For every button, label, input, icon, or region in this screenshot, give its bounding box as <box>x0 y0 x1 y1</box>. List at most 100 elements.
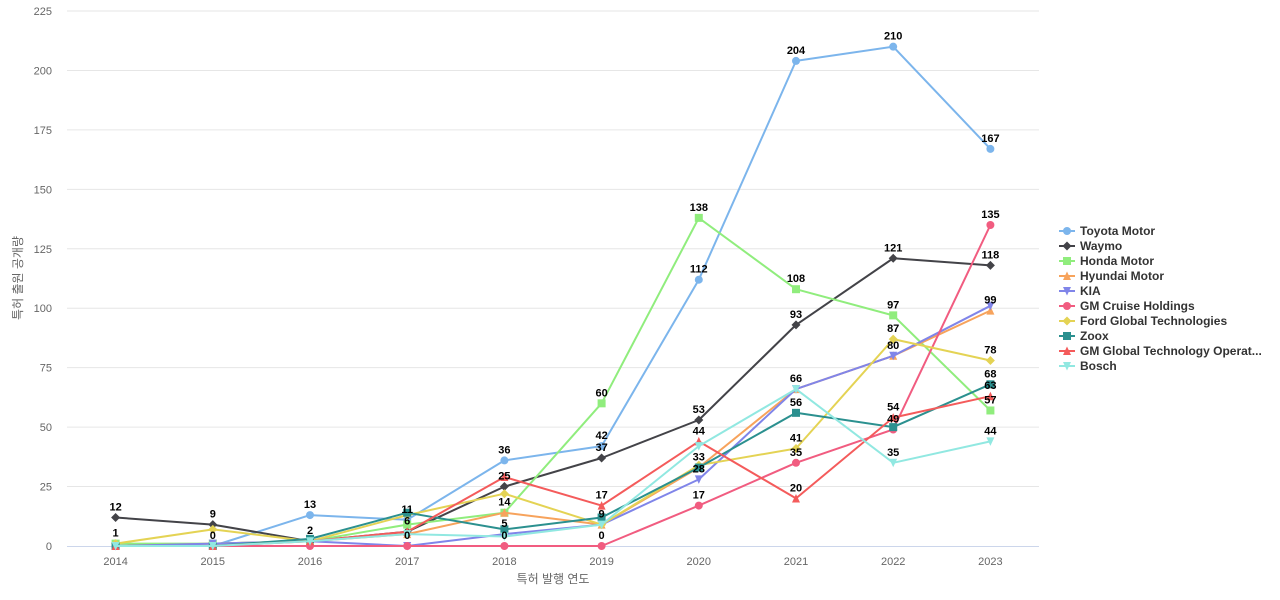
legend-marker <box>1062 316 1072 326</box>
y-tick-label: 100 <box>34 303 52 315</box>
data-label: 17 <box>595 490 607 502</box>
legend-item[interactable]: Honda Motor <box>1059 254 1154 268</box>
data-label: 33 <box>693 452 705 464</box>
data-label: 93 <box>790 309 802 321</box>
data-label: 60 <box>595 387 607 399</box>
legend-label: Hyundai Motor <box>1080 269 1164 283</box>
x-tick-label: 2019 <box>589 556 613 568</box>
series-9 <box>111 391 995 550</box>
legend-marker <box>1063 302 1071 310</box>
data-label: 121 <box>884 242 902 254</box>
data-point <box>694 213 703 222</box>
data-point <box>986 221 995 229</box>
series-line <box>114 257 992 543</box>
data-label: 12 <box>109 501 121 513</box>
data-point <box>306 511 314 520</box>
data-point <box>500 542 509 550</box>
x-tick-label: 2014 <box>103 556 127 568</box>
data-label: 80 <box>887 340 899 352</box>
legend-label: Zoox <box>1080 329 1109 343</box>
data-label: 138 <box>690 202 708 214</box>
data-label: 11 <box>401 504 413 516</box>
series-10 <box>111 385 995 551</box>
data-label: 35 <box>887 447 899 459</box>
data-point <box>792 56 800 65</box>
legend-label: Bosch <box>1080 359 1117 373</box>
data-point <box>986 380 995 389</box>
data-label: 20 <box>790 482 802 494</box>
series-4 <box>111 306 995 550</box>
data-point <box>888 334 898 344</box>
y-tick-label: 175 <box>34 125 52 137</box>
legend-item[interactable]: Toyota Motor <box>1059 224 1155 238</box>
legend-item[interactable]: Hyundai Motor <box>1059 269 1164 283</box>
data-label: 108 <box>787 273 805 285</box>
y-tick-label: 225 <box>34 6 52 18</box>
data-label: 28 <box>693 463 705 475</box>
data-label: 66 <box>790 373 802 385</box>
data-point <box>791 320 801 330</box>
data-point <box>306 537 314 546</box>
y-axis-ticks: 0 25 50 75 100 125 150 175 200 225 <box>34 6 52 553</box>
legend-label: Honda Motor <box>1080 254 1154 268</box>
y-tick-label: 125 <box>34 244 52 256</box>
data-point <box>597 442 606 451</box>
data-point <box>597 542 606 550</box>
x-tick-label: 2022 <box>881 556 905 568</box>
data-point <box>985 260 995 270</box>
legend-marker <box>1063 346 1071 355</box>
data-point <box>889 351 898 361</box>
data-point <box>986 144 995 153</box>
legend-marker <box>1063 332 1071 340</box>
data-label: 135 <box>981 209 999 221</box>
series-line <box>114 224 992 547</box>
legend-item[interactable]: KIA <box>1059 284 1101 298</box>
data-point <box>500 532 509 541</box>
data-point <box>986 406 995 415</box>
legend-label: Toyota Motor <box>1080 224 1155 238</box>
data-point <box>986 301 995 311</box>
data-point <box>694 442 703 451</box>
legend-item[interactable]: Ford Global Technologies <box>1059 314 1227 328</box>
legend-marker <box>1063 227 1071 235</box>
data-point <box>791 444 801 454</box>
legend-item[interactable]: Bosch <box>1059 359 1117 373</box>
data-point <box>500 525 509 534</box>
data-point <box>694 501 703 510</box>
data-label: 210 <box>884 31 902 43</box>
legend-item[interactable]: GM Global Technology Operat... <box>1059 344 1262 358</box>
data-label: 87 <box>887 323 899 335</box>
data-label: 44 <box>693 425 706 437</box>
x-tick-label: 2018 <box>492 556 516 568</box>
data-point <box>888 253 898 263</box>
data-point <box>889 458 898 468</box>
data-label: 1 <box>113 528 119 540</box>
series-line <box>114 309 992 547</box>
data-label: 35 <box>790 447 802 459</box>
legend-marker <box>1062 241 1072 251</box>
legend-item[interactable]: Waymo <box>1059 239 1122 253</box>
data-point <box>694 275 703 284</box>
data-label: 0 <box>404 530 410 542</box>
data-point <box>500 456 509 465</box>
data-label: 56 <box>790 397 802 409</box>
data-point <box>597 513 606 522</box>
series-5 <box>111 301 995 551</box>
series-lines <box>111 42 995 551</box>
legend-label: Ford Global Technologies <box>1080 314 1227 328</box>
y-tick-label: 50 <box>40 422 52 434</box>
series-8 <box>111 380 995 550</box>
data-point <box>986 306 995 315</box>
legend-item[interactable]: Zoox <box>1059 329 1109 343</box>
series-line <box>114 216 992 545</box>
data-point <box>208 524 218 534</box>
data-point <box>499 489 509 499</box>
data-point <box>889 311 898 320</box>
data-label: 41 <box>790 433 802 445</box>
data-label: 68 <box>984 368 996 380</box>
x-axis-title: 특허 발행 연도 <box>517 571 590 586</box>
series-6 <box>111 221 995 550</box>
legend-item[interactable]: GM Cruise Holdings <box>1059 299 1195 313</box>
legend-label: GM Cruise Holdings <box>1080 299 1195 313</box>
